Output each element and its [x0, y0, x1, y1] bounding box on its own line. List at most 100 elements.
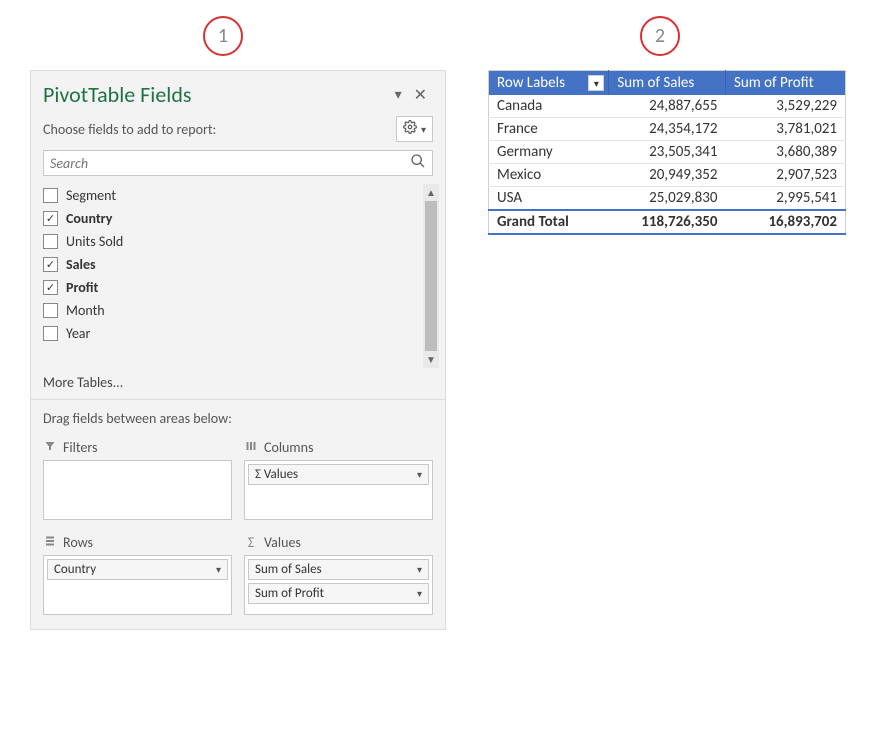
cell-label: Canada: [489, 95, 609, 118]
field-checkbox[interactable]: [43, 326, 58, 341]
area-field-chip[interactable]: Country ▾: [47, 559, 228, 580]
area-field-chip[interactable]: Σ Values ▾: [248, 464, 429, 485]
col-header-sales: Sum of Sales: [609, 71, 726, 96]
rows-icon: [43, 534, 57, 551]
scroll-up-icon[interactable]: ▲: [426, 184, 436, 201]
grand-total-row: Grand Total118,726,35016,893,702: [489, 210, 846, 234]
field-label: Units Sold: [66, 233, 123, 250]
cell-sales: 20,949,352: [609, 164, 726, 187]
area-rows-box[interactable]: Country ▾: [43, 555, 232, 615]
area-columns-box[interactable]: Σ Values ▾: [244, 460, 433, 520]
field-list-wrap: Segment✓CountryUnits Sold✓ Sales✓ProfitM…: [31, 184, 445, 368]
col-header-row-labels: Row Labels ▾: [489, 71, 609, 96]
field-checkbox[interactable]: [43, 234, 58, 249]
callout-2: 2: [640, 16, 680, 56]
field-label: Sales: [66, 256, 96, 273]
cell-sales: 24,887,655: [609, 95, 726, 118]
table-row: Canada24,887,6553,529,229: [489, 95, 846, 118]
cell-label: USA: [489, 187, 609, 211]
field-checkbox[interactable]: [43, 188, 58, 203]
chevron-down-icon[interactable]: ▾: [417, 468, 422, 481]
search-box: [43, 150, 433, 176]
area-filters-box[interactable]: [43, 460, 232, 520]
field-item[interactable]: ✓ Sales: [43, 253, 417, 276]
field-item[interactable]: ✓ Country: [43, 207, 417, 230]
settings-button[interactable]: ▾: [396, 116, 433, 142]
area-values-box[interactable]: Sum of Sales ▾ Sum of Profit ▾: [244, 555, 433, 615]
area-values-header: Σ Values: [244, 532, 433, 555]
areas-grid: Filters Columns Σ Values ▾ Rows Country ▾: [31, 437, 445, 629]
field-label: Year: [66, 325, 90, 342]
field-label: Month: [66, 302, 105, 319]
more-tables-label: More Tables...: [43, 374, 123, 391]
field-item[interactable]: Year: [43, 322, 417, 345]
filter-icon: [43, 439, 57, 456]
sigma-icon: Σ: [244, 534, 258, 551]
search-input[interactable]: [44, 155, 404, 172]
search-icon[interactable]: [404, 153, 432, 173]
area-filters-header: Filters: [43, 437, 232, 460]
field-checkbox[interactable]: ✓: [43, 257, 58, 272]
cell-sales: 24,354,172: [609, 118, 726, 141]
area-rows: Rows Country ▾: [43, 532, 232, 615]
close-icon[interactable]: ✕: [408, 83, 433, 107]
row-labels-filter-button[interactable]: ▾: [588, 75, 604, 91]
table-row: Mexico20,949,3522,907,523: [489, 164, 846, 187]
cell-sales: 23,505,341: [609, 141, 726, 164]
cell-profit: 2,995,541: [725, 187, 845, 211]
area-field-chip-label: Σ Values: [255, 467, 298, 482]
drag-label: Drag fields between areas below:: [31, 400, 445, 437]
field-checkbox[interactable]: ✓: [43, 280, 58, 295]
more-tables-link[interactable]: More Tables...: [31, 368, 445, 399]
cell-sales: 25,029,830: [609, 187, 726, 211]
cell-profit: 3,680,389: [725, 141, 845, 164]
scroll-down-icon[interactable]: ▼: [426, 351, 436, 368]
col-header-profit: Sum of Profit: [725, 71, 845, 96]
area-rows-label: Rows: [63, 534, 93, 551]
cell-profit: 3,781,021: [725, 118, 845, 141]
col-header-profit-text: Sum of Profit: [734, 74, 814, 92]
field-list: Segment✓CountryUnits Sold✓ Sales✓ProfitM…: [43, 184, 423, 368]
panel-menu-button[interactable]: ▾: [389, 84, 408, 105]
field-list-scrollbar[interactable]: ▲ ▼: [423, 184, 439, 368]
area-columns-header: Columns: [244, 437, 433, 460]
area-values-label: Values: [264, 534, 301, 551]
area-rows-header: Rows: [43, 532, 232, 555]
columns-icon: [244, 439, 258, 456]
field-checkbox[interactable]: [43, 303, 58, 318]
panel-subheader: Choose fields to add to report: ▾: [31, 114, 445, 150]
table-row: USA25,029,8302,995,541: [489, 187, 846, 211]
pivottable-fields-panel: PivotTable Fields ▾ ✕ Choose fields to a…: [30, 70, 446, 630]
field-item[interactable]: ✓Profit: [43, 276, 417, 299]
field-checkbox[interactable]: ✓: [43, 211, 58, 226]
area-field-chip-label: Sum of Sales: [255, 562, 322, 577]
chevron-down-icon[interactable]: ▾: [216, 563, 221, 576]
field-item[interactable]: Segment: [43, 184, 417, 207]
table-row: Germany23,505,3413,680,389: [489, 141, 846, 164]
cell-label: Germany: [489, 141, 609, 164]
chevron-down-icon: ▾: [421, 123, 426, 136]
field-item[interactable]: Units Sold: [43, 230, 417, 253]
panel-title: PivotTable Fields: [43, 81, 389, 108]
gear-icon: [403, 120, 417, 138]
chevron-down-icon[interactable]: ▾: [417, 587, 422, 600]
callout-1: 1: [203, 16, 243, 56]
cell-label: Mexico: [489, 164, 609, 187]
area-field-chip[interactable]: Sum of Sales ▾: [248, 559, 429, 580]
field-label: Country: [66, 210, 112, 227]
cell-profit: 16,893,702: [725, 210, 845, 234]
chevron-down-icon[interactable]: ▾: [417, 563, 422, 576]
cell-label: Grand Total: [489, 210, 609, 234]
cell-sales: 118,726,350: [609, 210, 726, 234]
cell-label: France: [489, 118, 609, 141]
scroll-thumb[interactable]: [425, 201, 437, 351]
area-field-chip[interactable]: Sum of Profit ▾: [248, 583, 429, 604]
area-field-chip-label: Sum of Profit: [255, 586, 324, 601]
field-item[interactable]: Month: [43, 299, 417, 322]
area-columns: Columns Σ Values ▾: [244, 437, 433, 520]
area-columns-label: Columns: [264, 439, 313, 456]
area-field-chip-label: Country: [54, 562, 96, 577]
cell-profit: 2,907,523: [725, 164, 845, 187]
area-filters-label: Filters: [63, 439, 97, 456]
area-filters: Filters: [43, 437, 232, 520]
